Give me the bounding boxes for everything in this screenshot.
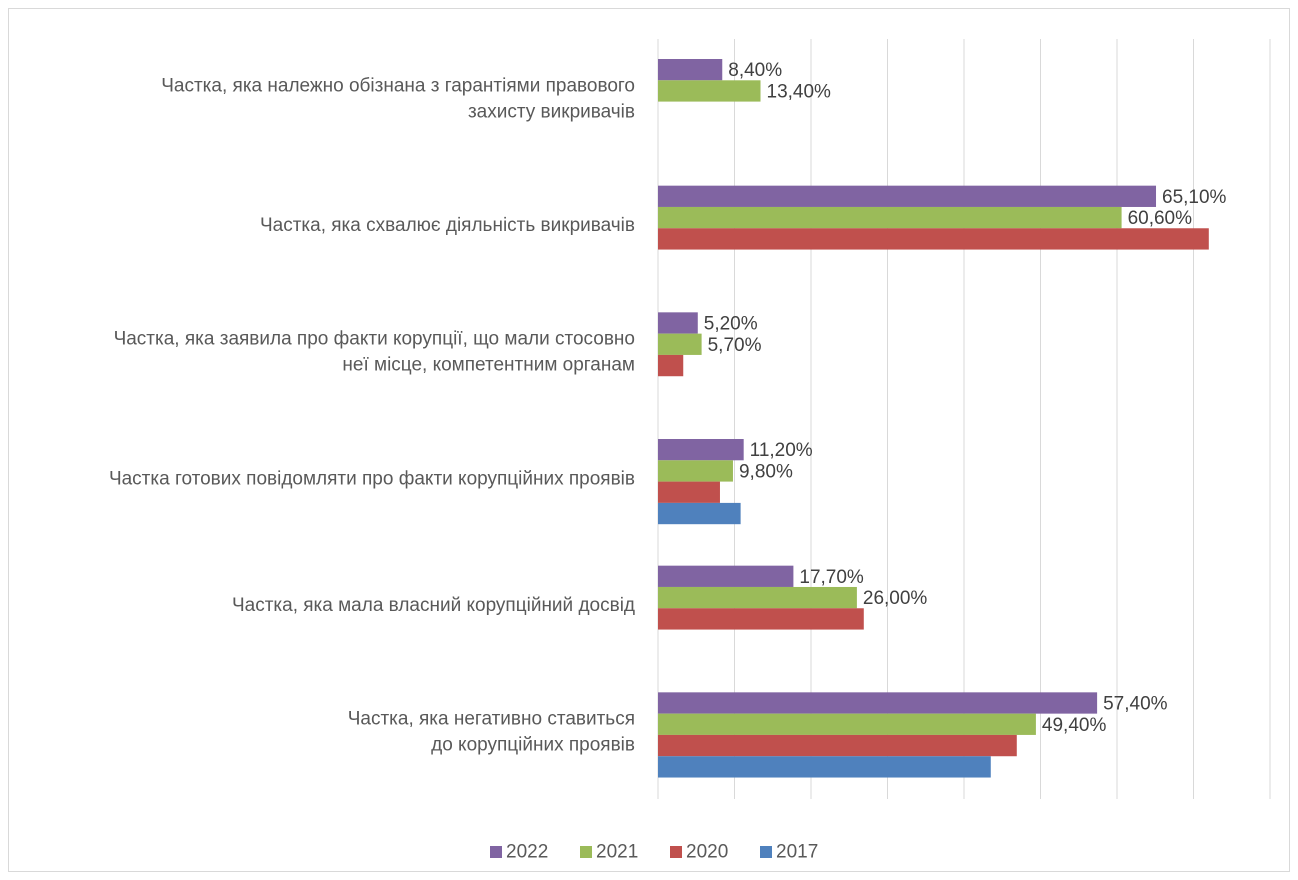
data-label-2022: 57,40% xyxy=(1103,693,1168,714)
bar-2017 xyxy=(658,756,991,778)
bar-2021 xyxy=(658,713,1036,735)
legend: 2022 2021 2020 2017 xyxy=(490,842,818,863)
bar-2021 xyxy=(658,333,702,355)
bar-2022 xyxy=(658,185,1157,207)
legend-label-2022: 2022 xyxy=(506,842,548,863)
legend-label-2017: 2017 xyxy=(776,842,818,863)
bar-2021 xyxy=(658,80,761,102)
data-label-2021: 49,40% xyxy=(1042,715,1107,736)
category-label: Частка, яка заявила про факти корупції, … xyxy=(114,328,635,375)
data-label-2022: 5,20% xyxy=(704,313,758,334)
legend-swatch-2020 xyxy=(670,846,682,858)
legend-label-2020: 2020 xyxy=(686,842,728,863)
bar-2022 xyxy=(658,692,1098,714)
bar-2022 xyxy=(658,565,794,587)
bar-2022 xyxy=(658,59,723,81)
bar-2022 xyxy=(658,312,698,334)
category-label: Частка, яка негативно ставиться до корупц… xyxy=(348,708,635,755)
data-label-2021: 13,40% xyxy=(767,81,832,102)
category-label: Частка готових повідомляти про факти кор… xyxy=(109,468,635,489)
bar-2021 xyxy=(658,586,857,609)
data-label-2021: 9,80% xyxy=(739,461,793,482)
legend-swatch-2017 xyxy=(760,846,772,858)
category-label: Частка, яка належно обізнана з гарантіям… xyxy=(161,75,635,122)
bar-2022 xyxy=(658,439,744,461)
bar-2021 xyxy=(658,206,1122,229)
bar-2017 xyxy=(658,502,741,525)
legend-swatch-2021 xyxy=(580,846,592,858)
data-label-2021: 26,00% xyxy=(863,588,928,609)
bar-2020 xyxy=(658,734,1017,757)
category-label: Частка, яка схвалює діяльність викривачі… xyxy=(260,215,635,236)
bar-2020 xyxy=(658,608,864,630)
category-label: Частка, яка мала власний корупційний дос… xyxy=(232,595,635,616)
data-label-2022: 8,40% xyxy=(728,60,782,81)
data-label-2022: 11,20% xyxy=(750,440,813,461)
chart-frame: Частка, яка належно обізнана з гарантіям… xyxy=(8,8,1290,872)
bar-2020 xyxy=(658,228,1209,250)
bar-2020 xyxy=(658,354,684,377)
data-label-2021: 5,70% xyxy=(708,335,762,356)
legend-label-2021: 2021 xyxy=(596,842,638,863)
legend-swatch-2022 xyxy=(490,846,502,858)
bars xyxy=(658,59,1209,778)
data-labels: 8,40%13,40% 65,10%60,60% 5,20%5,70% 11,20%9… xyxy=(704,60,1227,736)
bar-2021 xyxy=(658,460,733,482)
bar-2020 xyxy=(658,481,720,503)
data-label-2022: 17,70% xyxy=(799,567,864,588)
gridlines xyxy=(657,39,1271,799)
bar-chart: Частка, яка належно обізнана з гарантіям… xyxy=(109,39,1271,863)
data-label-2022: 65,10% xyxy=(1162,187,1227,208)
data-label-2021: 60,60% xyxy=(1128,208,1193,229)
category-labels: Частка, яка належно обізнана з гарантіям… xyxy=(109,75,635,755)
